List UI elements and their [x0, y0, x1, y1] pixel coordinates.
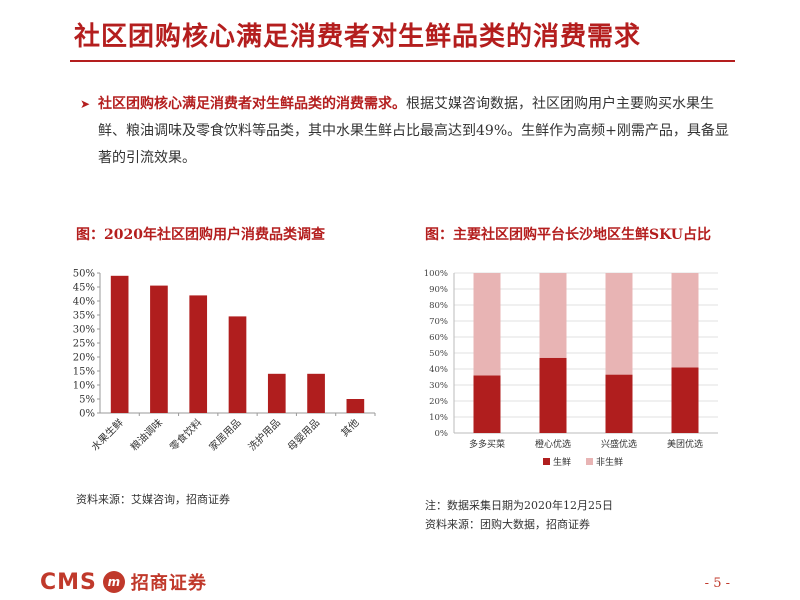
right-bar-nonfresh [473, 273, 501, 376]
left-bar [267, 373, 286, 413]
legend-swatch [543, 458, 550, 465]
left-y-tick-label: 50% [73, 269, 95, 280]
bullet-body: 根据艾媒咨询数据，社区团购用户主要购买水果生鲜、粮油调味及零食饮料等品类，其中水… [98, 96, 729, 166]
bullet-lead: 社区团购核心满足消费者对生鲜品类的消费需求。 [98, 96, 406, 112]
slide-title: 社区团购核心满足消费者对生鲜品类的消费需求 [74, 22, 642, 52]
left-y-tick-label: 0% [79, 409, 95, 420]
right-y-tick-label: 40% [429, 365, 448, 375]
cms-logo-mark-icon: m [102, 571, 125, 593]
right-x-tick-label: 多多买菜 [469, 438, 505, 450]
company-name: 招商证券 [130, 573, 207, 594]
bullet-arrow-icon: ➤ [80, 97, 91, 111]
left-x-tick-label: 洗护用品 [245, 416, 282, 453]
left-figure-title: 图：2020年社区团购用户消费品类调查 [76, 227, 325, 243]
title-divider [70, 60, 735, 62]
right-y-tick-label: 30% [429, 381, 448, 391]
right-x-tick-label: 兴盛优选 [601, 438, 637, 450]
right-bar-nonfresh [671, 273, 699, 368]
left-y-tick-label: 35% [73, 311, 95, 322]
right-y-tick-label: 100% [424, 269, 448, 279]
footer-logo: CMS m 招商证券 [40, 569, 207, 595]
left-bar [110, 275, 129, 413]
left-y-tick-label: 5% [79, 395, 95, 406]
left-bar [150, 285, 168, 413]
right-y-tick-label: 20% [429, 397, 448, 407]
right-x-tick-label: 橙心优选 [535, 438, 571, 450]
left-x-tick-label: 母婴用品 [285, 417, 322, 454]
right-y-tick-label: 90% [429, 285, 448, 295]
right-y-tick-label: 50% [429, 349, 448, 359]
right-bar-nonfresh [539, 273, 567, 358]
right-y-tick-label: 80% [429, 301, 448, 311]
legend-label: 生鲜 [553, 456, 571, 468]
right-y-tick-label: 70% [429, 317, 448, 327]
left-bar [189, 295, 208, 413]
left-figure-source: 资料来源：艾媒咨询，招商证券 [76, 493, 230, 506]
left-x-tick-label: 粮油调味 [128, 416, 165, 453]
left-x-tick-label: 水果生鲜 [88, 416, 125, 453]
cms-logo-text: CMS [40, 569, 97, 595]
right-x-tick-label: 美团优选 [667, 438, 703, 450]
left-bar [228, 316, 247, 413]
left-y-tick-label: 25% [73, 339, 95, 350]
bullet-paragraph: 社区团购核心满足消费者对生鲜品类的消费需求。根据艾媒咨询数据，社区团购用户主要购… [98, 91, 738, 172]
left-bar [307, 373, 325, 413]
legend-label: 非生鲜 [596, 456, 623, 468]
right-figure-title: 图：主要社区团购平台长沙地区生鲜SKU占比 [425, 227, 711, 243]
right-figure-source: 资料来源：团购大数据，招商证券 [425, 518, 590, 531]
page-number: - 5 - [704, 576, 730, 591]
right-bar-fresh [539, 357, 567, 433]
right-bar-fresh [605, 374, 633, 433]
right-figure-note: 注：数据采集日期为2020年12月25日 [425, 499, 613, 512]
left-bar [346, 399, 365, 413]
right-bar-fresh [473, 375, 501, 433]
left-y-tick-label: 15% [73, 367, 95, 378]
left-y-tick-label: 20% [73, 353, 95, 364]
right-y-tick-label: 10% [429, 413, 448, 423]
right-y-tick-label: 0% [435, 429, 449, 439]
left-x-tick-label: 家居用品 [206, 416, 243, 453]
right-bar-nonfresh [605, 273, 633, 375]
right-bar-fresh [671, 367, 699, 433]
left-y-tick-label: 30% [73, 325, 95, 336]
left-x-tick-label: 零食饮料 [167, 416, 204, 453]
legend-swatch [586, 458, 593, 465]
right-y-tick-label: 60% [429, 333, 448, 343]
left-x-tick-label: 其他 [338, 416, 361, 439]
left-y-tick-label: 40% [73, 297, 95, 308]
left-y-tick-label: 45% [73, 283, 95, 294]
left-y-tick-label: 10% [73, 381, 95, 392]
